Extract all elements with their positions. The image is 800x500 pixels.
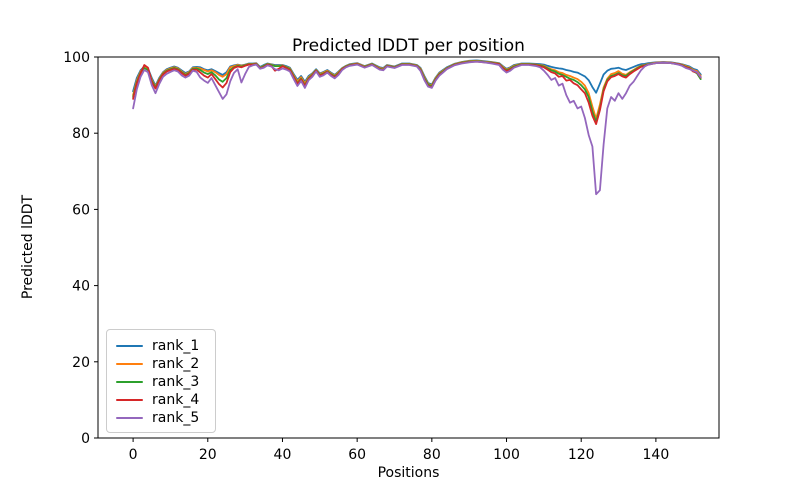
legend: rank_1 rank_2 rank_3 rank_4 rank_5 <box>106 329 216 433</box>
legend-line-sample <box>116 417 143 419</box>
axes-spines <box>97 56 720 439</box>
series-line-rank_4 <box>132 60 702 125</box>
legend-line-sample <box>116 399 143 401</box>
legend-line-sample <box>116 381 143 383</box>
legend-entry-rank_5: rank_5 <box>116 409 206 427</box>
y-tick-label: 100 <box>63 50 90 66</box>
legend-label: rank_2 <box>152 356 200 372</box>
series-line-rank_5 <box>132 60 702 196</box>
legend-label: rank_4 <box>152 392 200 408</box>
legend-label: rank_5 <box>152 410 200 426</box>
legend-line-sample <box>116 363 143 365</box>
legend-entry-rank_3: rank_3 <box>116 373 206 391</box>
y-axis-label: Predicted lDDT <box>20 194 36 300</box>
y-tick-label: 80 <box>72 126 90 142</box>
x-tick-label: 80 <box>423 447 441 463</box>
y-tick-label: 40 <box>72 279 90 295</box>
x-tick-label: 100 <box>493 447 520 463</box>
x-tick-label: 40 <box>274 447 292 463</box>
x-tick-label: 60 <box>348 447 366 463</box>
x-axis-label: Positions <box>377 465 440 481</box>
x-tick-label: 140 <box>643 447 670 463</box>
y-tick-label: 0 <box>81 431 90 447</box>
legend-line-sample <box>116 345 143 347</box>
legend-entry-rank_2: rank_2 <box>116 355 206 373</box>
legend-entry-rank_1: rank_1 <box>116 337 206 355</box>
y-tick-label: 60 <box>72 202 90 218</box>
x-tick-label: 120 <box>568 447 595 463</box>
legend-label: rank_1 <box>152 338 200 354</box>
legend-entry-rank_4: rank_4 <box>116 391 206 409</box>
x-tick-label: 0 <box>129 447 138 463</box>
y-tick-label: 20 <box>72 355 90 371</box>
chart-title: Predicted lDDT per position <box>292 36 525 56</box>
legend-label: rank_3 <box>152 374 200 390</box>
x-tick-label: 20 <box>199 447 217 463</box>
